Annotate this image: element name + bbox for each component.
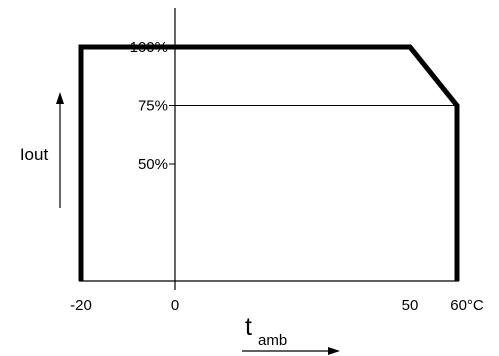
y-axis-title: Iout [20,92,64,208]
y-axis-label: Iout [20,145,49,164]
x-axis-label: t [245,313,252,341]
x-axis-label-subscript: amb [258,332,287,349]
x-tick-label-0: 0 [171,297,179,314]
y-tick-label-100: 100% [130,39,168,56]
x-tick-label-50: 50 [402,297,419,314]
x-tick-label-60: 60°C [450,297,484,314]
derating-curve [78,44,460,281]
right-arrow-icon [328,347,340,355]
x-tick-label-minus20: -20 [70,297,92,314]
y-tick-label-75: 75% [138,98,168,115]
up-arrow-icon [56,92,64,104]
y-tick-label-50: 50% [138,156,168,173]
x-axis-title: t amb [242,313,340,355]
